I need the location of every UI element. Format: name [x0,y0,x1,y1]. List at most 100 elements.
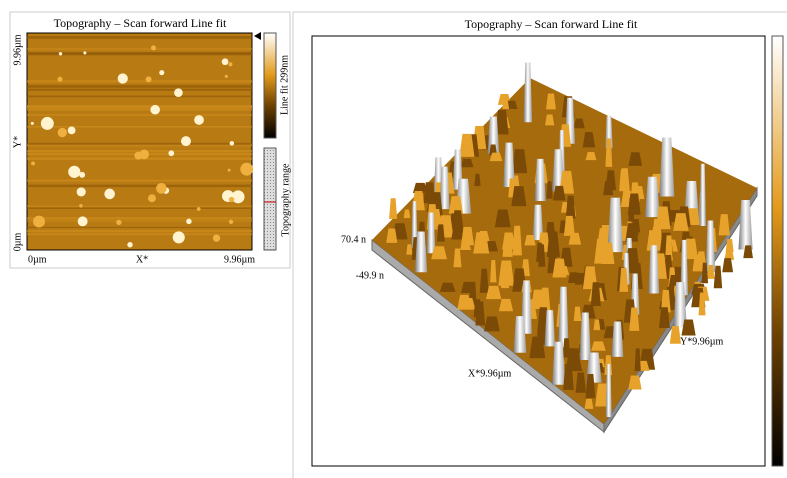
spike [565,195,576,219]
spike [558,286,569,348]
grain [31,161,35,166]
x-left-label: 0µm [28,254,47,265]
spike [648,245,660,294]
spike [451,224,465,240]
scan-line [27,233,252,236]
spike [448,196,464,214]
spike [660,289,671,313]
spike [605,138,613,167]
scan-line [27,217,252,220]
spike [658,307,670,329]
grain [77,216,88,227]
grain [156,183,167,194]
spike [406,244,413,255]
grain [33,215,46,228]
spike [439,282,456,292]
grain [30,121,34,125]
spike [545,93,556,110]
spike [562,338,571,358]
spike [593,319,601,331]
spike [634,348,641,372]
right-title: Topography – Scan forward Line fit [465,17,638,31]
spike [460,226,475,246]
spike [629,307,640,331]
grain [212,234,221,242]
spike [601,242,615,265]
grain [104,188,115,200]
grain [224,74,228,78]
z-min-label: -49.9 n [356,270,384,281]
left-title: Topography – Scan forward Line fit [54,16,227,30]
grain [79,203,83,208]
surface-3d [371,62,758,434]
scan-line [27,142,252,145]
grain [159,70,165,76]
spike [625,223,639,242]
y-axis-label: Y* [12,136,23,148]
grain [134,151,143,160]
spike [523,62,533,123]
spike [459,133,475,157]
spike [524,235,536,246]
grain [58,52,63,56]
spike [628,198,635,223]
grain [150,45,157,51]
grain [168,150,175,157]
spike [534,158,546,201]
spike [644,176,660,218]
grain [227,168,231,172]
marker [254,32,261,40]
spike [579,312,591,360]
spike [680,239,689,296]
grain [150,104,160,115]
spike [479,268,489,293]
scan-line [27,36,252,39]
scan-line [27,226,252,228]
grain [240,162,254,176]
range-label: Topography range [280,163,291,236]
grain [147,194,156,203]
x-axis-label: X* [136,254,148,265]
y-top-label: 9.96µm [12,34,23,65]
spike [512,225,522,256]
spike [724,250,735,260]
grain [172,231,185,244]
right-colorbar [771,35,784,467]
scan-line [27,184,252,188]
spike [487,116,500,155]
grain [221,58,229,66]
spike [628,152,643,166]
left-image [26,32,254,251]
spike [500,268,510,289]
spike [552,258,567,278]
spike [426,212,436,254]
scan-line [27,144,252,147]
spike [699,163,706,226]
range-bar [263,147,277,251]
spike [669,326,681,344]
grain [127,242,133,248]
scan-line [27,84,252,88]
spike [707,264,715,279]
grain [79,171,86,178]
grain [57,76,63,82]
grain [180,136,191,147]
spike [489,144,498,156]
spike [403,209,411,219]
spike [544,310,556,347]
y3d-label: Y*9.96µm [680,336,723,347]
scan-line [27,88,252,91]
spike [673,282,687,327]
scan-line [27,205,252,207]
spike [503,142,515,188]
spike [605,363,612,417]
spike [546,181,553,199]
spike [665,235,673,261]
x-right-label: 9.96µm [224,254,255,265]
grain [186,218,192,225]
spike [545,114,555,126]
spike [538,244,546,267]
grain [174,88,183,97]
spike [568,232,582,245]
